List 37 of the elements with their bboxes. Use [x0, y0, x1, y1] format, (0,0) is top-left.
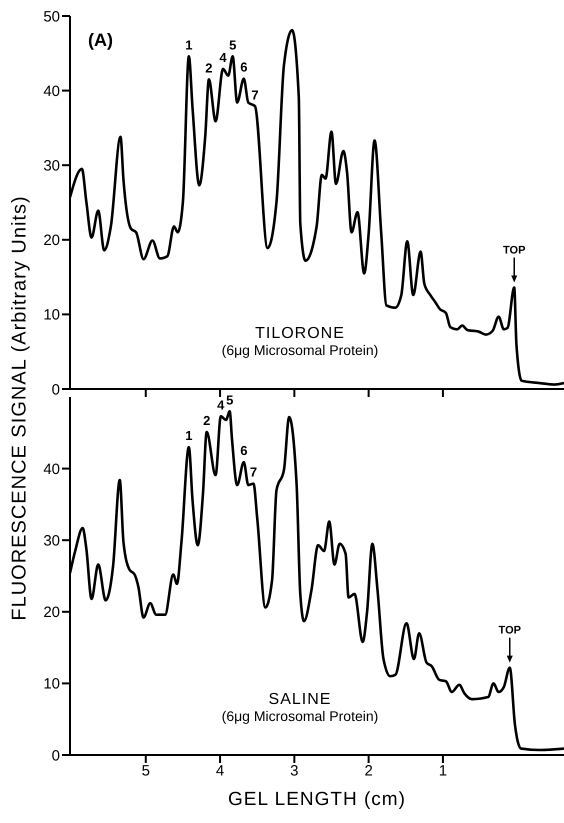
x-tick-label: 1	[438, 762, 448, 780]
annotation: 2	[205, 60, 213, 76]
y-tick-label: 20	[43, 232, 60, 250]
text: (A)	[88, 30, 113, 51]
y-tick-label: 40	[43, 82, 60, 100]
x-tick-label: 2	[364, 762, 373, 780]
y-tick-label: 0	[52, 747, 60, 764]
annotation: (6μg Microsomal Protein)	[220, 708, 380, 725]
y-tick-label: 10	[43, 676, 60, 693]
x-tick-label: 5	[142, 762, 150, 780]
y-tick-label: 50	[43, 8, 60, 26]
x-axis-title: GEL LENGTH (cm)	[227, 789, 407, 811]
y-tick-label: 20	[43, 604, 60, 622]
y-tick-label: 30	[43, 158, 60, 175]
annotation: 5	[229, 37, 236, 52]
y-tick-label: 40	[43, 460, 60, 478]
annotation: 1	[185, 428, 192, 444]
annotation: TILORONE	[254, 325, 346, 342]
annotation: 4	[217, 397, 226, 412]
x-tick-label: 3	[290, 762, 299, 780]
annotation: 7	[251, 87, 259, 102]
annotation: TOP	[503, 244, 526, 257]
y-axis-title: FLUORESCENCE SIGNAL (Arbitrary Units)	[8, 195, 32, 621]
annotation: 6	[240, 443, 248, 458]
y-tick-label: 10	[43, 306, 60, 324]
x-tick-label: 4	[216, 762, 224, 780]
annotation: 2	[203, 413, 210, 428]
annotation: SALINE	[268, 691, 332, 708]
annotation: (6μg Microsomal Protein)	[220, 342, 380, 359]
y-tick-label: 0	[52, 381, 60, 398]
annotation: 4	[219, 50, 228, 65]
annotation: TOP	[498, 624, 521, 637]
annotation: 1	[185, 37, 192, 52]
annotation: 5	[226, 392, 234, 408]
annotation: 7	[250, 464, 258, 480]
y-tick-label: 30	[43, 532, 60, 550]
annotation: 6	[240, 60, 248, 75]
